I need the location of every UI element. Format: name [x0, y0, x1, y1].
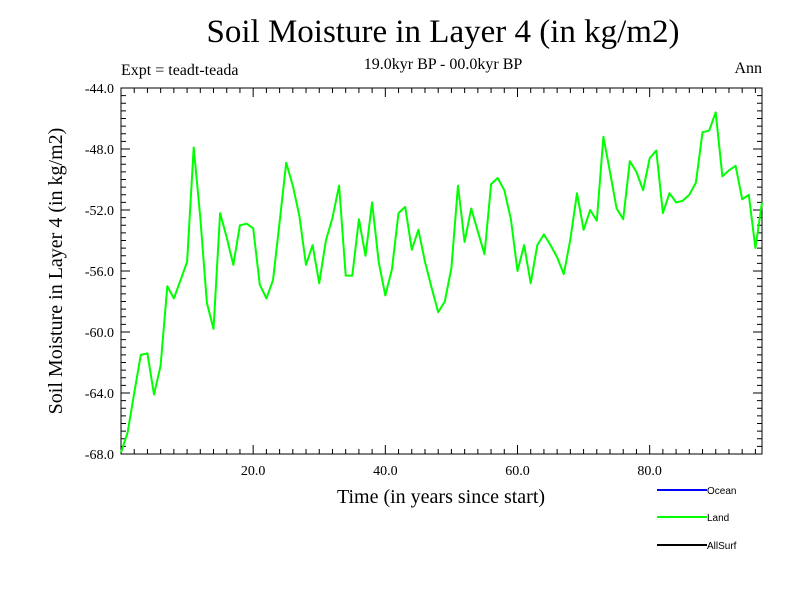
x-tick-label: 40.0 — [373, 464, 398, 479]
chart-title: Soil Moisture in Layer 4 (in kg/m2) — [206, 14, 680, 50]
y-tick-label: -64.0 — [85, 387, 114, 402]
series-line-land — [120, 111, 763, 453]
chart-legend: Ocean Land AllSurf — [657, 486, 737, 552]
y-tick-label: -44.0 — [85, 82, 114, 97]
legend-label-allsurf: AllSurf — [707, 541, 737, 552]
y-tick-label: -48.0 — [85, 143, 114, 158]
y-tick-label: -56.0 — [85, 265, 114, 280]
axis-ticks — [121, 88, 762, 454]
y-tick-label: -52.0 — [85, 204, 114, 219]
x-tick-label: 80.0 — [637, 464, 662, 479]
y-tick-label: -68.0 — [85, 448, 114, 463]
x-tick-label: 20.0 — [241, 464, 266, 479]
experiment-label: Expt = teadt-teada — [121, 62, 239, 79]
x-axis-label: Time (in years since start) — [337, 486, 545, 508]
axis-tick-labels: 20.0 40.0 60.0 80.0 -68.0 -64.0 -60.0 -56.0 -52.… — [85, 82, 662, 479]
y-tick-label: -60.0 — [85, 326, 114, 341]
chart-subtitle: 19.0kyr BP - 00.0kyr BP — [363, 56, 523, 73]
legend-label-land: Land — [707, 513, 729, 524]
legend-label-ocean: Ocean — [707, 486, 736, 497]
x-tick-label: 60.0 — [505, 464, 530, 479]
y-axis-label: Soil Moisture in Layer 4 (in kg/m2) — [45, 128, 67, 415]
season-label: Ann — [734, 60, 762, 77]
